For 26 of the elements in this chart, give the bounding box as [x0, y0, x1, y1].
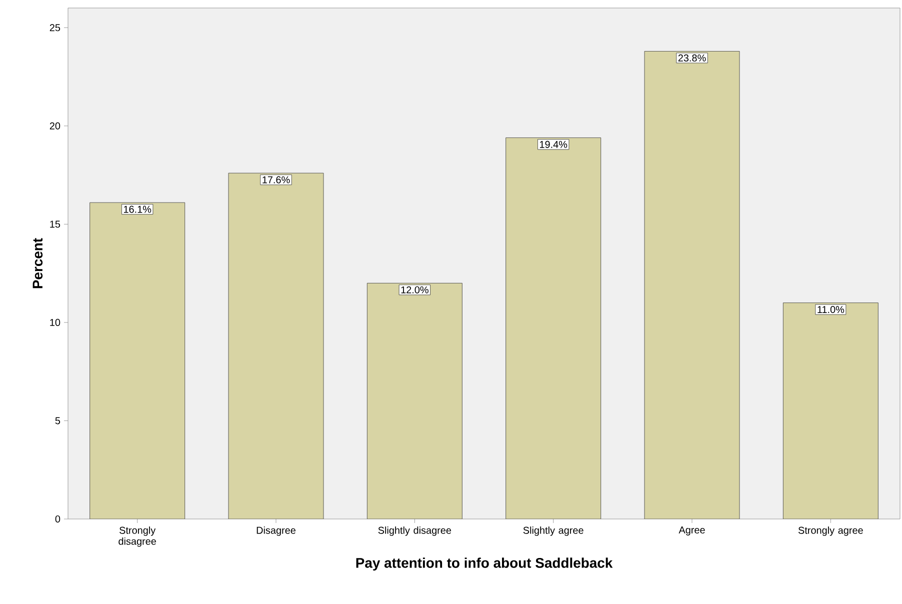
y-tick-label: 10: [50, 318, 60, 326]
x-tick-label: Strongly agree: [798, 526, 863, 536]
bar: [228, 172, 324, 519]
bar: [366, 282, 462, 519]
y-tick-label: 25: [50, 24, 60, 32]
data-label: 12.0%: [401, 286, 428, 294]
data-label: 19.4%: [540, 140, 568, 148]
data-label: 17.6%: [262, 176, 290, 184]
x-tick-label: Agree: [678, 526, 705, 536]
x-tick-label: Slightly disagree: [378, 526, 452, 536]
bar: [644, 51, 740, 519]
bar: [506, 138, 601, 519]
y-tick-label: 5: [55, 417, 60, 424]
data-label: 16.1%: [124, 206, 152, 213]
y-tick-label: 0: [55, 515, 60, 523]
data-label: 11.0%: [818, 306, 844, 314]
y-tick-label: 20: [50, 122, 60, 130]
x-tick-label: Strongly disagree: [118, 526, 156, 547]
x-axis-title: Pay attention to info about Saddleback: [356, 558, 613, 571]
y-tick-label: 15: [50, 220, 60, 228]
y-axis-title: Percent: [32, 238, 43, 288]
bar: [90, 202, 186, 519]
bar: [782, 302, 878, 519]
x-tick-label: Slightly agree: [523, 526, 584, 536]
x-tick-label: Disagree: [256, 526, 296, 536]
data-label: 23.8%: [678, 54, 706, 62]
